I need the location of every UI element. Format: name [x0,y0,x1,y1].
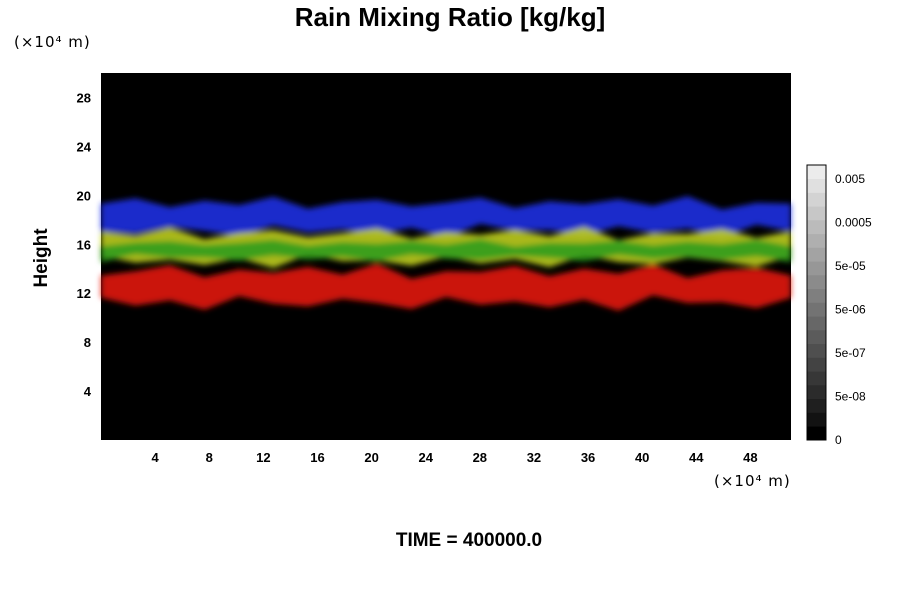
x-tick-label: 40 [635,450,649,465]
colorbar-tick-label: 5e-07 [835,346,866,360]
cloud-layers [101,196,791,311]
colorbar-frame [806,164,827,441]
colorbar-swatch [807,371,826,386]
colorbar-swatch [807,412,826,427]
cloud-layer-band [101,196,791,238]
colorbar-tick-label: 0 [835,433,842,447]
time-label: TIME = 400000.0 [395,530,543,551]
y-tick-label: 28 [77,90,91,105]
colorbar-swatch [807,343,826,358]
chart-title: Rain Mixing Ratio [kg/kg] [294,2,606,32]
x-tick-label: 44 [689,450,704,465]
colorbar-swatch [807,178,826,193]
x-tick-label: 48 [743,450,757,465]
x-tick-label: 24 [418,450,433,465]
y-tick-label: 16 [77,237,91,252]
y-tick-label: 8 [84,335,91,350]
colorbar-swatch [807,275,826,290]
x-tick-label: 12 [256,450,270,465]
y-tick-label: 12 [77,286,91,301]
x-tick-label: 36 [581,450,595,465]
x-tick-label: 32 [527,450,541,465]
colorbar-swatch [807,247,826,262]
y-tick-label: 20 [77,188,91,203]
x-axis-ticks: 4 8 12 16 20 24 28 32 36 40 44 48 [152,450,758,465]
colorbar-swatch [807,220,826,235]
x-tick-label: 28 [473,450,487,465]
colorbar-labels: 0.005 0.0005 5e-05 5e-06 5e-07 5e-08 0 [835,172,872,447]
colorbar-swatch [807,316,826,331]
y-tick-label: 4 [84,384,92,399]
x-tick-label: 4 [152,450,160,465]
colorbar-swatch [807,357,826,372]
colorbar-swatch [807,330,826,345]
colorbar-swatch [807,165,826,180]
colorbar-swatch [807,398,826,413]
colorbar-swatch [807,192,826,207]
colorbar-swatch [807,233,826,248]
x-tick-label: 16 [310,450,324,465]
colorbar-tick-label: 5e-05 [835,259,866,273]
cloud-layer-band [101,238,791,263]
colorbar-tick-label: 5e-06 [835,303,866,317]
x-tick-label: 8 [206,450,213,465]
colorbar-swatch [807,261,826,276]
x-axis-unit: (×10⁴ m) [714,472,791,490]
colorbar-swatch [807,288,826,303]
colorbar-swatch [807,426,826,441]
y-tick-label: 24 [77,139,92,154]
colorbar-swatch [807,206,826,221]
y-axis-unit: (×10⁴ m) [14,33,91,51]
colorbar-tick-label: 0.005 [835,172,865,186]
colorbar [806,164,827,441]
colorbar-swatch [807,385,826,400]
y-axis-ticks: 4 8 12 16 20 24 28 [77,90,92,399]
colorbar-swatch [807,302,826,317]
cloud-layer-band [101,263,791,311]
colorbar-tick-label: 5e-08 [835,390,866,404]
colorbar-tick-label: 0.0005 [835,216,872,230]
x-tick-label: 20 [364,450,378,465]
